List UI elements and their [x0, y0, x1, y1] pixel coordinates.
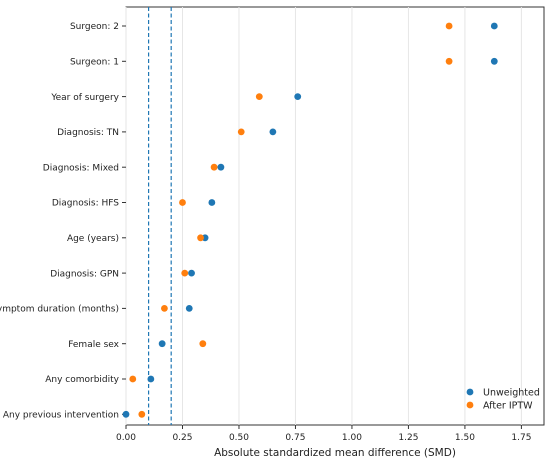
x-axis-title: Absolute standardized mean difference (S…	[214, 447, 456, 459]
data-point	[490, 22, 498, 30]
y-tick-label: Surgeon: 2	[70, 22, 119, 32]
x-tick-label: 1.00	[342, 433, 362, 443]
y-tick-label: Year of surgery	[50, 93, 119, 103]
legend-marker	[466, 388, 474, 396]
legend: Unweighted After IPTW	[466, 387, 540, 411]
x-tick-label: 0.25	[172, 433, 192, 443]
y-axis-ticks: Surgeon: 2 Surgeon: 1 Year of surgery Diagn…	[0, 22, 126, 421]
y-tick-label: Surgeon: 1	[70, 58, 119, 68]
y-tick-label: Diagnosis: Mixed	[43, 163, 119, 173]
y-tick-label: Age (years)	[67, 234, 119, 244]
reference-lines	[147, 7, 172, 425]
data-point	[210, 163, 218, 171]
data-point	[161, 305, 168, 312]
x-tick-label: 0.75	[285, 433, 305, 443]
y-tick-label: Symptom duration (months)	[0, 305, 119, 315]
legend-marker	[466, 401, 474, 409]
grid-layer	[125, 7, 522, 425]
data-point	[445, 22, 453, 30]
data-point	[129, 375, 137, 383]
data-point	[217, 163, 225, 171]
data-point	[269, 128, 277, 136]
data-point	[490, 57, 498, 65]
x-tick-label: 1.75	[511, 433, 531, 443]
data-point	[185, 305, 193, 312]
data-point	[237, 128, 245, 136]
legend-label: After IPTW	[483, 400, 533, 411]
y-tick-label: Diagnosis: GPN	[50, 269, 119, 279]
data-point	[197, 234, 204, 242]
data-point	[294, 93, 302, 100]
data-point	[181, 269, 189, 277]
data-point	[199, 340, 207, 348]
data-point	[122, 410, 130, 418]
data-point	[208, 199, 216, 206]
x-axis-ticks: 0.00 0.25 0.50 0.75 1.00 1.25 1.50 1.75	[116, 425, 531, 443]
y-tick-label: Any comorbidity	[45, 375, 119, 385]
x-tick-label: 0.00	[116, 433, 136, 443]
data-point	[138, 410, 146, 418]
x-tick-label: 1.25	[398, 433, 418, 443]
legend-label: Unweighted	[483, 387, 540, 398]
data-point	[188, 269, 195, 277]
x-tick-label: 1.50	[455, 433, 475, 443]
data-point	[158, 340, 166, 348]
y-tick-label: Female sex	[68, 340, 119, 350]
y-tick-label: Diagnosis: TN	[57, 128, 119, 138]
data-point	[255, 93, 263, 100]
y-tick-label: Diagnosis: HFS	[52, 199, 119, 209]
x-tick-label: 0.50	[229, 433, 249, 443]
data-point	[147, 375, 155, 383]
y-tick-label: Any previous intervention	[3, 411, 119, 421]
plot-frame	[125, 6, 545, 426]
data-points	[122, 22, 498, 418]
data-point	[179, 199, 186, 206]
data-point	[445, 57, 453, 65]
